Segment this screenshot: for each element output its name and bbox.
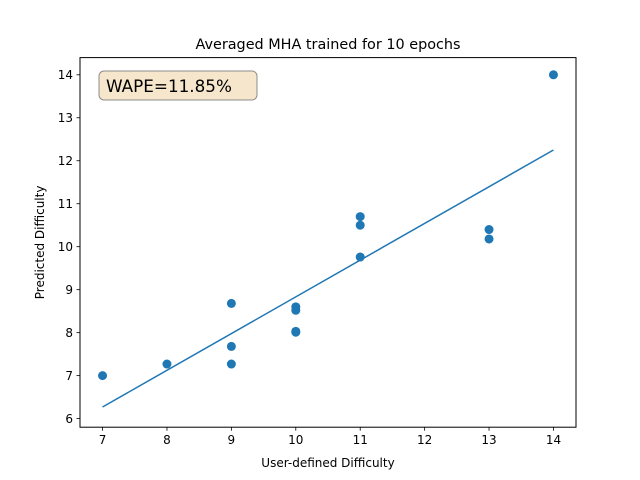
y-tick-label: 9 — [65, 283, 73, 297]
y-axis: 6 7 8 9 10 11 12 13 14 — [58, 68, 80, 426]
y-tick-label: 13 — [58, 111, 73, 125]
chart-title: Averaged MHA trained for 10 epochs — [195, 37, 460, 53]
data-point — [226, 359, 236, 369]
y-tick-label: 8 — [65, 326, 73, 340]
y-tick-label: 14 — [58, 68, 73, 82]
x-tick-label: 13 — [481, 433, 496, 447]
data-point — [98, 371, 108, 381]
x-tick-label: 8 — [163, 433, 171, 447]
data-point — [484, 234, 494, 244]
data-point — [355, 212, 365, 222]
y-tick-label: 7 — [65, 369, 73, 383]
x-tick-label: 12 — [417, 433, 432, 447]
y-tick-label: 6 — [65, 412, 73, 426]
data-point — [226, 341, 236, 351]
data-point — [548, 70, 558, 80]
x-tick-label: 10 — [288, 433, 303, 447]
annotation-box: WAPE=11.85% — [98, 70, 258, 101]
plot-area — [98, 70, 558, 408]
y-tick-label: 12 — [58, 154, 73, 168]
data-point — [484, 225, 494, 235]
data-point — [355, 220, 365, 230]
data-point — [162, 359, 172, 369]
fit-line — [102, 149, 554, 408]
y-axis-label: Predicted Difficulty — [33, 186, 47, 300]
x-tick-label: 14 — [546, 433, 561, 447]
data-point — [226, 298, 236, 308]
annotation-background — [98, 70, 258, 101]
x-axis: 7 8 9 10 11 12 13 14 — [99, 427, 561, 447]
x-tick-label: 11 — [353, 433, 368, 447]
x-tick-label: 7 — [99, 433, 107, 447]
y-tick-label: 11 — [58, 197, 73, 211]
axes-frame — [79, 57, 577, 428]
annotation-text: WAPE=11.85% — [106, 76, 232, 96]
data-point — [291, 305, 301, 315]
y-tick-label: 10 — [58, 240, 73, 254]
data-point — [355, 252, 365, 262]
data-point — [291, 327, 301, 337]
x-tick-label: 9 — [228, 433, 236, 447]
x-axis-label: User-defined Difficulty — [261, 456, 394, 470]
